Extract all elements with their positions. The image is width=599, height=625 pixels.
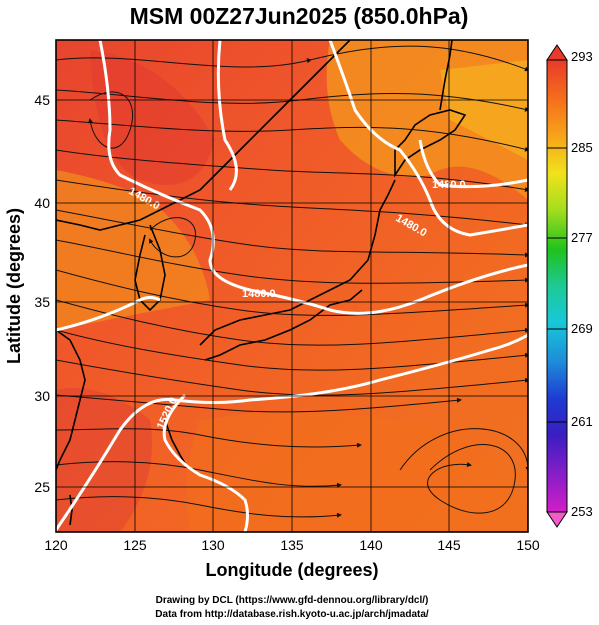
coastlines bbox=[56, 40, 467, 526]
x-tick-label: 125 bbox=[123, 537, 147, 553]
colorbar-tick: 261 bbox=[571, 414, 593, 429]
colorbar-tick: 269 bbox=[571, 321, 593, 336]
map-title: MSM 00Z27Jun2025 (850.0hPa) bbox=[130, 3, 469, 29]
y-tick-label: 45 bbox=[34, 92, 50, 108]
contour-label: 1480.0 bbox=[242, 288, 276, 300]
x-axis-label: Longitude (degrees) bbox=[205, 560, 378, 580]
colorbar-tick: 285 bbox=[571, 140, 593, 155]
colorbar-tick: 253 bbox=[571, 504, 593, 519]
graticule bbox=[56, 40, 528, 532]
colorbar-tick: 293 bbox=[571, 49, 593, 64]
plot-frame bbox=[55, 39, 529, 533]
x-tick-label: 145 bbox=[437, 537, 461, 553]
x-tick-label: 140 bbox=[359, 537, 383, 553]
credit-data: Data from http://database.rish.kyoto-u.a… bbox=[155, 609, 429, 620]
credit-drawing: Drawing by DCL (https://www.gfd-dennou.o… bbox=[156, 595, 429, 606]
y-axis: 25 30 35 40 45 Latitude (degrees) bbox=[4, 92, 50, 495]
x-axis: 120 125 130 135 140 145 150 Longitude (d… bbox=[44, 537, 540, 580]
colorbar-ramp bbox=[546, 59, 568, 513]
y-tick-label: 40 bbox=[34, 195, 50, 211]
colorbar-bottom-arrow bbox=[546, 511, 568, 528]
colorbar: 293 285 277 269 261 253 bbox=[546, 44, 593, 528]
y-axis-label: Latitude (degrees) bbox=[4, 208, 24, 364]
y-tick-label: 30 bbox=[34, 388, 50, 404]
colorbar-top-arrow bbox=[546, 44, 568, 61]
x-tick-label: 130 bbox=[201, 537, 225, 553]
x-tick-label: 120 bbox=[44, 537, 68, 553]
y-tick-label: 25 bbox=[34, 479, 50, 495]
y-tick-label: 35 bbox=[34, 294, 50, 310]
x-tick-label: 150 bbox=[516, 537, 540, 553]
x-tick-label: 135 bbox=[280, 537, 304, 553]
colorbar-tick: 277 bbox=[571, 230, 593, 245]
